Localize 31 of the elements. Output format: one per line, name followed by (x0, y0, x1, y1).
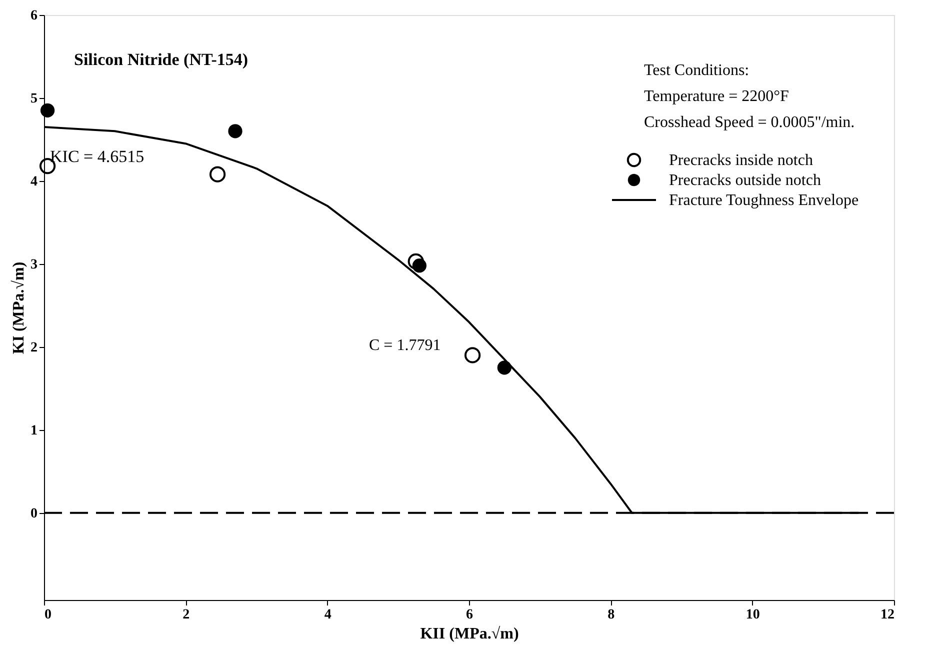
x-tick-label: 12 (880, 608, 894, 622)
annotation: C = 1.7791 (369, 337, 441, 354)
point (209, 166, 226, 182)
x-tick-label: 10 (746, 608, 760, 622)
y-tick-label: 2 (30, 340, 38, 356)
y-tick-label: 6 (30, 8, 38, 24)
legend-label: Precracks outside notch (669, 172, 821, 189)
legend-label: Precracks inside notch (669, 152, 813, 169)
y-tick-label: 5 (30, 91, 38, 106)
y-tick-label: 3 (30, 257, 38, 272)
annotation: Crosshead Speed = 0.0005"/min. (644, 114, 855, 131)
y-tick-label: 1 (30, 423, 38, 438)
point (408, 253, 424, 270)
text: Silicon Nitride (NT-154) (74, 50, 248, 69)
y-axis-title: KI (MPa.√m) (10, 262, 28, 354)
x-tick-label: 8 (608, 608, 615, 622)
annotation: Test Conditions: (644, 62, 750, 79)
annotation: Temperature = 2200°F (644, 88, 790, 105)
x-axis-title: KII (MPa.√m) (420, 626, 519, 642)
point (40, 103, 55, 118)
y-tick-label: 0 (30, 506, 38, 522)
x-tick-label: 2 (182, 608, 190, 622)
legend-label: Fracture Toughness Envelope (669, 192, 859, 209)
point (412, 258, 426, 273)
point (464, 347, 481, 364)
annotation: KIC = 4.6515 (50, 146, 144, 166)
x-tick-label: 4 (324, 608, 332, 622)
x-tick-label: 6 (466, 608, 473, 622)
y-tick-label: 4 (30, 174, 38, 190)
point (228, 124, 242, 138)
x-tick-label: 0 (44, 608, 52, 622)
